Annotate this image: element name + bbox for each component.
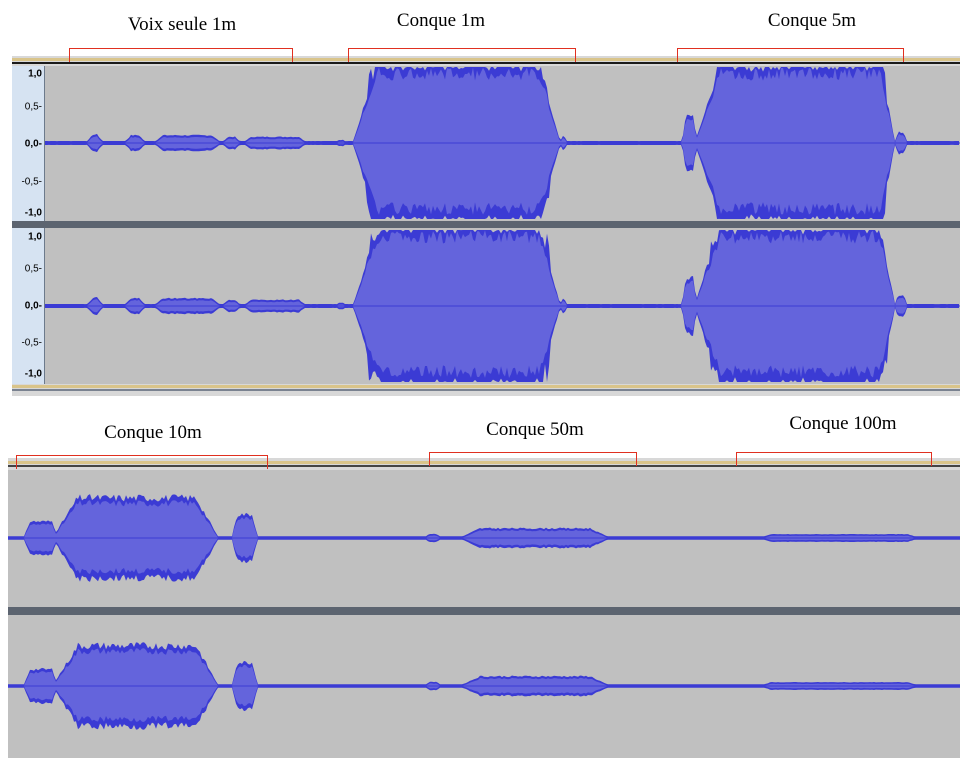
timeline-ruler[interactable]	[12, 56, 960, 66]
tick-label: 0,0-	[24, 138, 42, 150]
tick-label: -1,0	[24, 207, 42, 219]
tick-label: 0,0-	[24, 300, 42, 312]
tick-label: 0,5-	[24, 263, 42, 275]
channel-separator	[12, 221, 960, 228]
segment-label-conque-1m: Conque 1m	[396, 10, 486, 31]
tick-label: -0,5-	[21, 176, 42, 188]
segment-bracket-conque-100m	[736, 452, 932, 466]
waveform-right-channel-bottom	[8, 642, 960, 730]
segment-label-conque-5m: Conque 5m	[767, 10, 857, 31]
waveform-left-channel-bottom	[8, 494, 960, 582]
waveform-rms-envelope	[8, 648, 960, 722]
waveform-rms-envelope	[45, 230, 959, 378]
segment-bracket-conque-50m	[429, 452, 637, 466]
tick-label: 1,0	[28, 231, 42, 243]
timeline-ruler-bottom[interactable]	[8, 458, 960, 470]
segment-label-voix-seule-1m: Voix seule 1m	[127, 14, 237, 35]
waveform-rms-envelope	[8, 500, 960, 574]
tick-label: -1,0	[24, 368, 42, 380]
amplitude-axis-left-channel: 1,0 0,5- 0,0- -0,5- -1,0	[12, 66, 45, 221]
tick-label: 0,5-	[24, 101, 42, 113]
segment-bracket-conque-10m	[16, 455, 268, 469]
tick-label: 1,0	[28, 68, 42, 80]
segment-bracket-conque-5m	[677, 48, 904, 62]
waveform-right-channel	[45, 230, 960, 382]
channel-separator-bottom	[8, 607, 960, 615]
waveform-left-channel	[45, 67, 960, 219]
segment-label-conque-100m: Conque 100m	[789, 413, 897, 434]
tick-label: -0,5-	[21, 337, 42, 349]
segment-bracket-voix-seule-1m	[69, 48, 293, 62]
segment-bracket-conque-1m	[348, 48, 576, 62]
segment-label-conque-10m: Conque 10m	[104, 422, 202, 443]
segment-label-conque-50m: Conque 50m	[486, 419, 584, 440]
waveform-rms-envelope	[45, 67, 959, 216]
track-bottom-border	[12, 384, 960, 396]
amplitude-axis-right-channel: 1,0 0,5- 0,0- -0,5- -1,0	[12, 228, 45, 384]
